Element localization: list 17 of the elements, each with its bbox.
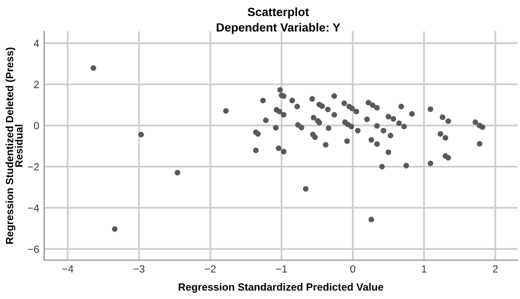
chart-title: Scatterplot (248, 7, 309, 18)
x-axis-title: Regression Standardized Predicted Value (178, 283, 384, 293)
y-tick-label: 0 (34, 122, 39, 130)
x-tick-label: 1 (422, 265, 426, 273)
x-tick-label: −1 (276, 265, 287, 273)
y-tick-label: 4 (34, 40, 40, 47)
y-tick-label: −6 (28, 246, 39, 253)
y-tick-label: −4 (28, 204, 40, 212)
x-tick-label: 0 (350, 265, 356, 273)
x-tick-label: −3 (134, 265, 144, 273)
y-tick-label: 2 (34, 80, 39, 88)
x-tick-label: −4 (62, 265, 74, 273)
x-tick-label: 2 (492, 265, 498, 273)
x-tick-label: −2 (204, 265, 216, 273)
y-tick-label: −2 (28, 163, 39, 170)
y-axis-title: Regression Studentized Deleted (Press) Residual (6, 48, 23, 244)
chart-subtitle: Dependent Variable: Y (216, 22, 340, 34)
